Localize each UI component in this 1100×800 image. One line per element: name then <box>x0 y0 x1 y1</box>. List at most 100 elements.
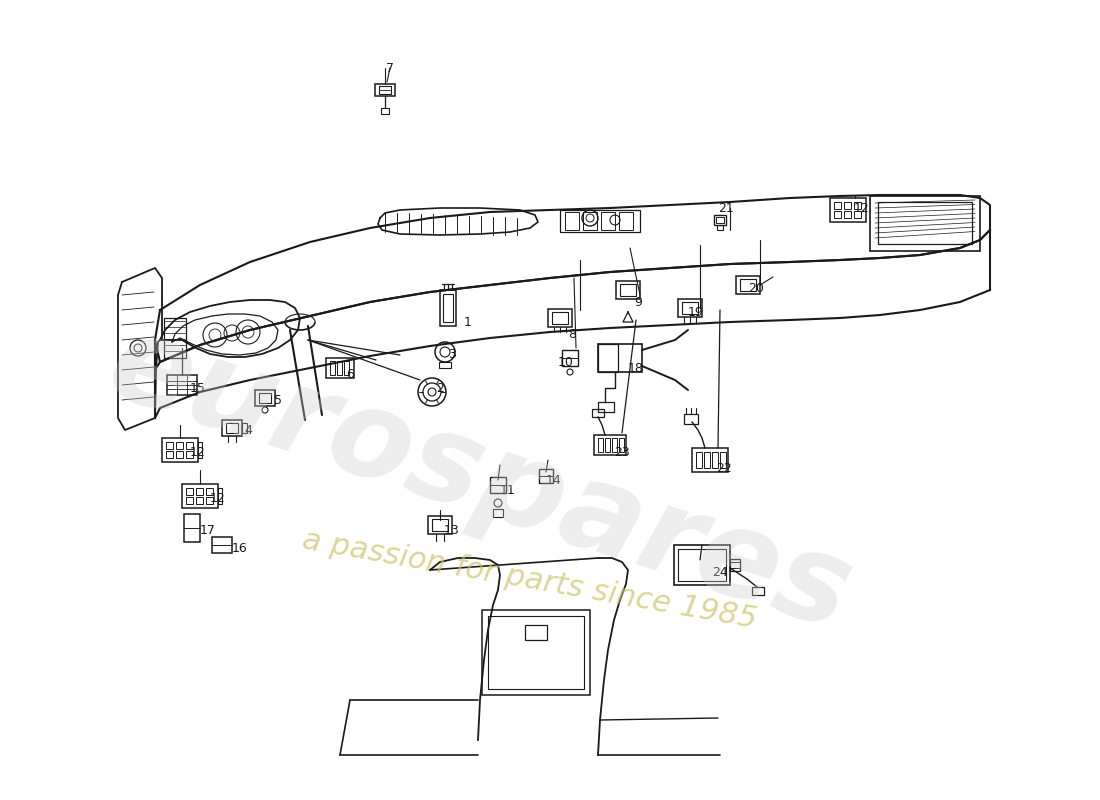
Text: 13: 13 <box>444 523 460 537</box>
Bar <box>255 390 275 406</box>
Bar <box>242 423 248 433</box>
Text: 7: 7 <box>386 62 394 74</box>
Bar <box>525 625 547 640</box>
Text: 5: 5 <box>274 394 282 406</box>
Bar <box>206 488 213 495</box>
Bar <box>186 451 192 458</box>
Bar <box>619 438 624 452</box>
Bar <box>704 452 710 468</box>
Bar <box>598 344 642 372</box>
Bar <box>565 212 579 230</box>
Text: 24: 24 <box>712 566 728 578</box>
Text: 10: 10 <box>558 355 574 369</box>
Bar <box>717 225 723 230</box>
Text: 18: 18 <box>628 362 643 374</box>
Bar <box>226 423 238 433</box>
Bar <box>594 435 626 455</box>
Text: 19: 19 <box>689 306 704 318</box>
Bar <box>488 616 584 689</box>
Bar <box>752 587 764 595</box>
Bar <box>196 488 204 495</box>
Bar <box>696 452 702 468</box>
Text: a passion for parts since 1985: a passion for parts since 1985 <box>300 526 759 634</box>
Bar <box>562 350 578 366</box>
Bar <box>870 196 980 251</box>
Bar <box>740 279 756 291</box>
Bar <box>379 86 390 94</box>
Bar <box>712 452 718 468</box>
Text: 6: 6 <box>346 369 354 382</box>
Bar <box>692 448 728 472</box>
Bar <box>162 438 198 462</box>
Text: 1: 1 <box>464 315 472 329</box>
Bar <box>605 438 610 452</box>
Bar <box>714 215 726 225</box>
Bar <box>598 402 614 412</box>
Bar <box>583 212 597 230</box>
Text: 15: 15 <box>190 382 206 394</box>
Text: 11: 11 <box>500 483 516 497</box>
Bar <box>443 294 453 322</box>
Text: 12: 12 <box>854 202 870 214</box>
Bar <box>258 393 271 403</box>
Bar <box>432 519 448 531</box>
Bar <box>674 545 730 585</box>
Bar <box>493 509 503 517</box>
Bar <box>218 488 222 504</box>
Bar <box>439 362 451 368</box>
Bar <box>212 537 232 553</box>
Text: eurospares: eurospares <box>95 305 866 655</box>
Text: 17: 17 <box>200 523 216 537</box>
Text: 2: 2 <box>436 382 444 394</box>
Bar <box>428 516 452 534</box>
Text: 16: 16 <box>232 542 248 554</box>
Bar <box>186 488 192 495</box>
Bar <box>601 212 615 230</box>
Bar <box>830 198 866 222</box>
Bar <box>716 217 724 223</box>
Bar <box>878 202 972 244</box>
Bar <box>186 497 192 504</box>
Text: 12: 12 <box>190 446 206 459</box>
Bar <box>620 284 636 296</box>
Text: 20: 20 <box>748 282 763 294</box>
Bar <box>344 361 349 375</box>
Bar <box>678 549 726 581</box>
Bar <box>834 211 842 218</box>
Text: 21: 21 <box>718 202 734 214</box>
Bar <box>184 514 200 542</box>
Bar <box>682 302 698 314</box>
Text: 9: 9 <box>634 295 642 309</box>
Bar <box>619 212 632 230</box>
Text: 23: 23 <box>614 446 630 458</box>
Bar <box>539 469 553 483</box>
Bar <box>164 318 186 358</box>
Bar <box>598 438 603 452</box>
Bar <box>381 108 389 114</box>
Bar <box>222 420 242 436</box>
Bar <box>720 452 726 468</box>
Bar <box>375 84 395 96</box>
Text: 14: 14 <box>546 474 562 486</box>
Bar <box>326 358 354 378</box>
Bar <box>330 361 336 375</box>
Bar <box>166 442 173 449</box>
Bar <box>834 202 842 209</box>
Bar <box>854 202 861 209</box>
Bar <box>176 442 183 449</box>
Bar <box>592 409 604 417</box>
Bar <box>167 375 197 395</box>
Bar <box>560 210 640 232</box>
Text: 12: 12 <box>210 491 225 505</box>
Bar <box>182 484 218 508</box>
Bar <box>598 344 618 372</box>
Bar <box>490 477 506 493</box>
Text: 22: 22 <box>716 462 732 474</box>
Bar <box>186 442 192 449</box>
Bar <box>337 361 342 375</box>
Text: 4: 4 <box>244 423 252 437</box>
Bar <box>844 202 851 209</box>
Bar <box>548 309 572 327</box>
Bar <box>440 290 456 326</box>
Bar <box>552 312 568 324</box>
